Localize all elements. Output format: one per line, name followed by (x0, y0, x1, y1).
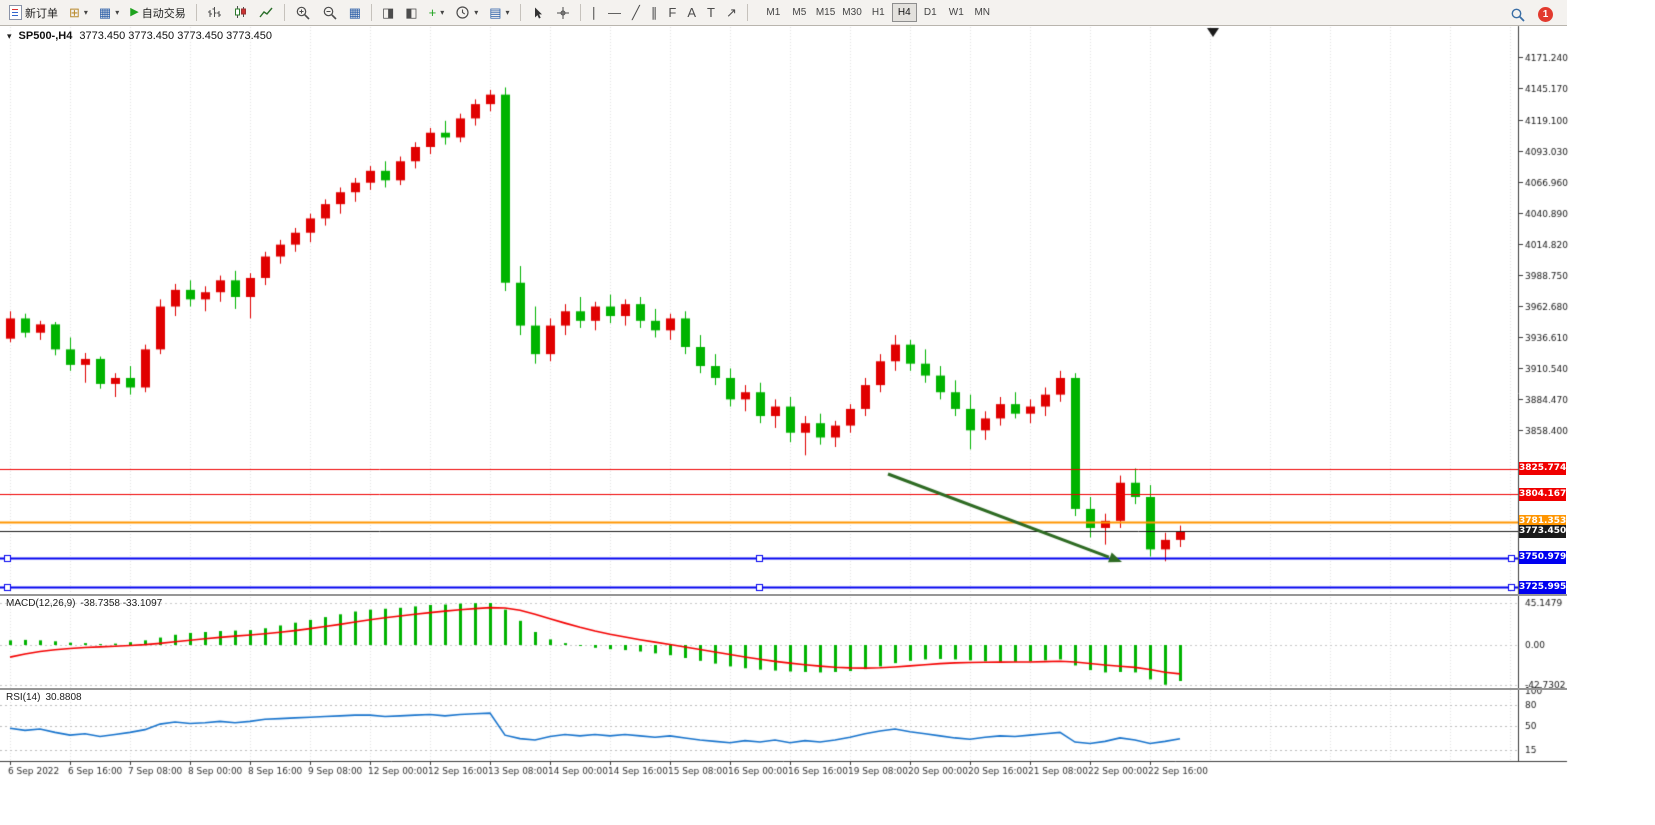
auto-trading-button[interactable]: ▶ 自动交易 (125, 2, 190, 23)
timeframe-d1[interactable]: D1 (918, 3, 943, 22)
cursor-button[interactable] (526, 2, 550, 23)
chart-shift-button[interactable]: ◧ (400, 2, 422, 23)
toolbar-separator (519, 4, 521, 21)
search-icon (1511, 8, 1525, 22)
timeframe-mn[interactable]: MN (970, 3, 995, 22)
hline-price-tag: 3825.774 (1519, 462, 1567, 475)
template-icon: ▤ (489, 5, 502, 20)
rsi-value: 30.8808 (45, 692, 82, 703)
timeframe-m15[interactable]: M15 (813, 3, 838, 22)
toolbar-separator (746, 4, 748, 21)
horizontal-line-icon: — (608, 5, 622, 20)
hline-price-tag: 3804.167 (1519, 488, 1567, 501)
toolbar-separator (283, 4, 285, 21)
timeframe-h1[interactable]: H1 (866, 3, 891, 22)
bar-chart-icon (207, 7, 221, 17)
notification-badge[interactable]: 1 (1538, 7, 1553, 22)
auto-trading-icon: ▶ (130, 6, 139, 18)
new-order-icon (9, 5, 22, 20)
zoom-out-icon (323, 6, 337, 20)
auto-scroll-button[interactable]: ◨ (377, 2, 399, 23)
dropdown-icon: ▾ (115, 8, 120, 17)
crosshair-icon (556, 6, 569, 19)
chart-shift-icon: ◧ (405, 5, 418, 20)
channel-icon: ∥ (650, 5, 658, 20)
indicators-button[interactable]: + ▾ (424, 2, 450, 23)
macd-indicator-label: MACD(12,26,9) -38.7358 -33.1097 (6, 598, 162, 609)
candlestick-chart-icon (234, 6, 246, 18)
panel-splitter-macd[interactable] (0, 594, 1567, 596)
dropdown-icon: ▾ (83, 8, 88, 17)
timeframe-h4[interactable]: H4 (891, 3, 917, 22)
tile-windows-button[interactable]: ▦ (344, 2, 366, 23)
cursor-icon (534, 7, 542, 18)
trendline-button[interactable]: ╱ (627, 2, 645, 23)
crosshair-button[interactable] (551, 2, 575, 23)
arrows-button[interactable]: ↗ (721, 2, 742, 23)
fibonacci-button[interactable]: F (663, 2, 681, 23)
hline-price-tag: 3725.995 (1519, 581, 1567, 594)
chart-title: ▾ SP500-,H4 3773.450 3773.450 3773.450 3… (7, 30, 272, 42)
timeframe-m1[interactable]: M1 (761, 3, 786, 22)
main-toolbar: 新订单 ⊞ ▾ ▦ ▾ ▶ 自动交易 (0, 0, 1567, 26)
rsi-name: RSI(14) (6, 692, 41, 703)
timeframe-w1[interactable]: W1 (944, 3, 969, 22)
line-chart-button[interactable] (254, 2, 279, 23)
dropdown-icon: ▾ (505, 8, 510, 17)
macd-name: MACD(12,26,9) (6, 598, 76, 609)
tile-windows-icon: ▦ (348, 5, 361, 20)
timeframe-m30[interactable]: M30 (839, 3, 864, 22)
new-chart-icon: ⊞ (69, 5, 80, 20)
vertical-line-button[interactable]: ∣ (586, 2, 603, 23)
label-icon: T (706, 5, 715, 20)
macd-values: -38.7358 -33.1097 (80, 598, 163, 609)
profiles-button[interactable]: ▦ ▾ (94, 2, 124, 23)
timeframe-m5[interactable]: M5 (787, 3, 812, 22)
search-button[interactable] (1507, 4, 1529, 25)
auto-trading-label: 自动交易 (141, 7, 186, 20)
dropdown-icon: ▾ (440, 8, 445, 17)
label-button[interactable]: T (702, 2, 720, 23)
fibonacci-icon: F (668, 5, 677, 20)
timeframe-toolbar: M1 M5 M15 M30 H1 H4 D1 W1 MN (761, 3, 995, 22)
toolbar-separator (579, 4, 581, 21)
toolbar-separator (195, 4, 197, 21)
hline-price-tag: 3750.979 (1519, 551, 1567, 564)
zoom-in-icon (296, 6, 310, 20)
vertical-line-icon: ∣ (590, 5, 598, 20)
rsi-indicator-label: RSI(14) 30.8808 (6, 692, 82, 703)
current-price-tag: 3773.450 (1519, 525, 1567, 538)
text-button[interactable]: A (682, 2, 701, 23)
clock-icon (456, 6, 469, 19)
new-order-button[interactable]: 新订单 (4, 2, 63, 23)
chart-ohlc-values: 3773.450 3773.450 3773.450 3773.450 (79, 30, 273, 42)
new-order-label: 新订单 (25, 7, 58, 20)
line-chart-icon (259, 7, 273, 18)
trendline-icon: ╱ (632, 5, 640, 20)
profiles-icon: ▦ (98, 5, 112, 20)
indicators-icon: + (428, 5, 437, 20)
toolbar-right-group: 1 (1507, 4, 1553, 25)
panel-splitter-rsi[interactable] (0, 688, 1567, 690)
candlestick-chart-button[interactable] (228, 2, 253, 23)
dropdown-icon: ▾ (474, 8, 479, 17)
periods-button[interactable]: ▾ (450, 2, 483, 23)
auto-scroll-icon: ◨ (382, 5, 395, 20)
chart-symbol-period: SP500-,H4 (18, 30, 73, 42)
channel-button[interactable]: ∥ (646, 2, 663, 23)
zoom-in-button[interactable] (290, 2, 316, 23)
horizontal-line-button[interactable]: — (603, 2, 626, 23)
bar-chart-button[interactable] (202, 2, 227, 23)
toolbar-separator (371, 4, 372, 21)
chart-menu-icon[interactable]: ▾ (7, 30, 12, 41)
text-icon: A (687, 5, 696, 20)
hline-price-tag: 3781.353 (1519, 515, 1567, 528)
zoom-out-button[interactable] (317, 2, 343, 23)
new-chart-button[interactable]: ⊞ ▾ (64, 2, 93, 23)
arrows-icon: ↗ (725, 5, 737, 20)
templates-button[interactable]: ▤ ▾ (484, 2, 514, 23)
